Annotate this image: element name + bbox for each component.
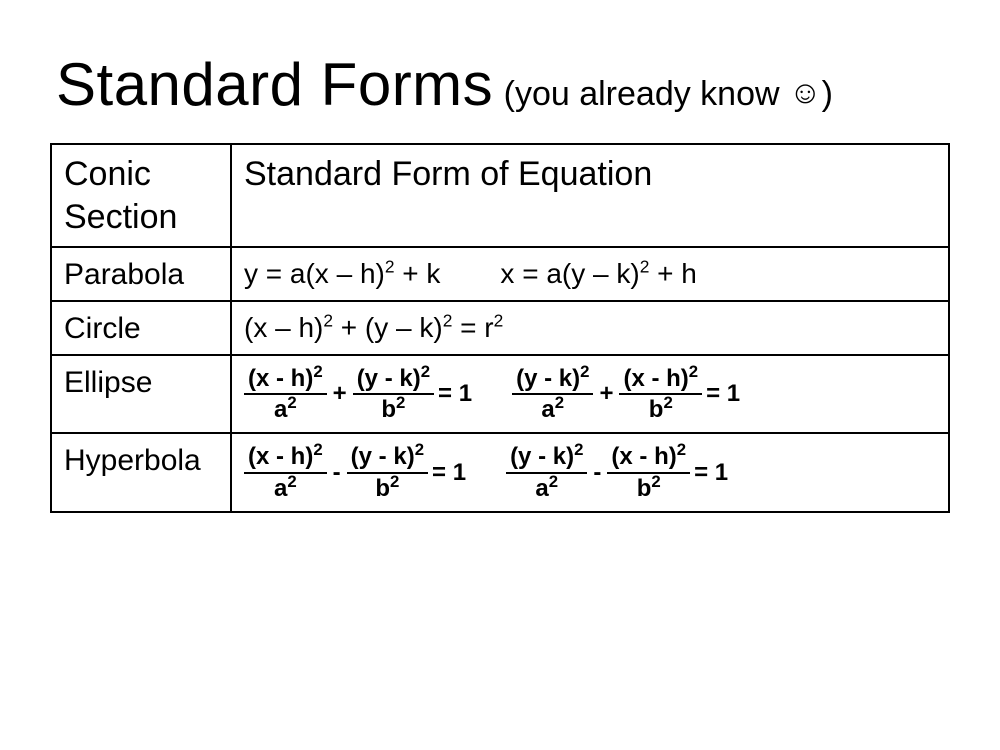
- slide-title: Standard Forms (you already know ☺): [56, 50, 950, 119]
- cell-circle-name: Circle: [51, 301, 231, 355]
- slide: Standard Forms (you already know ☺) Coni…: [0, 0, 1000, 750]
- ellipse-eq-2: (y - k)2 a2 + (x - h)2 b2 = 1: [512, 366, 740, 422]
- row-ellipse: Ellipse (x - h)2 a2 + (y - k)2 b2 = 1: [51, 355, 949, 433]
- parabola-eq-2: x = a(y – k)2 + h: [500, 258, 696, 290]
- cell-hyperbola-name: Hyperbola: [51, 433, 231, 511]
- row-hyperbola: Hyperbola (x - h)2 a2 - (y - k)2 b2 = 1: [51, 433, 949, 511]
- title-main: Standard Forms: [56, 51, 493, 118]
- fraction: (y - k)2 a2: [512, 366, 593, 422]
- fraction: (x - h)2 a2: [244, 444, 327, 500]
- row-circle: Circle (x – h)2 + (y – k)2 = r2: [51, 301, 949, 355]
- fraction: (y - k)2 b2: [347, 444, 428, 500]
- circle-eq: (x – h)2 + (y – k)2 = r2: [244, 312, 503, 343]
- header-conic-section: Conic Section: [51, 144, 231, 247]
- hyperbola-eq-2: (y - k)2 a2 - (x - h)2 b2 = 1: [506, 444, 728, 500]
- cell-ellipse-eq: (x - h)2 a2 + (y - k)2 b2 = 1 (y - k)2: [231, 355, 949, 433]
- cell-circle-eq: (x – h)2 + (y – k)2 = r2: [231, 301, 949, 355]
- title-sub: (you already know ☺): [504, 75, 833, 113]
- header-standard-form: Standard Form of Equation: [231, 144, 949, 247]
- fraction: (x - h)2 b2: [607, 444, 690, 500]
- title-sub-suffix: ): [822, 75, 833, 113]
- ellipse-eq-1: (x - h)2 a2 + (y - k)2 b2 = 1: [244, 366, 472, 422]
- cell-hyperbola-eq: (x - h)2 a2 - (y - k)2 b2 = 1 (y - k)2: [231, 433, 949, 511]
- fraction: (y - k)2 b2: [353, 366, 434, 422]
- fraction: (y - k)2 a2: [506, 444, 587, 500]
- table-header-row: Conic Section Standard Form of Equation: [51, 144, 949, 247]
- cell-ellipse-name: Ellipse: [51, 355, 231, 433]
- conics-table: Conic Section Standard Form of Equation …: [50, 143, 950, 513]
- title-sub-prefix: (you already know: [504, 75, 789, 113]
- parabola-eq-1: y = a(x – h)2 + k: [244, 258, 440, 290]
- hyperbola-eq-1: (x - h)2 a2 - (y - k)2 b2 = 1: [244, 444, 466, 500]
- cell-parabola-name: Parabola: [51, 247, 231, 301]
- cell-parabola-eq: y = a(x – h)2 + k x = a(y – k)2 + h: [231, 247, 949, 301]
- fraction: (x - h)2 a2: [244, 366, 327, 422]
- row-parabola: Parabola y = a(x – h)2 + k x = a(y – k)2…: [51, 247, 949, 301]
- fraction: (x - h)2 b2: [619, 366, 702, 422]
- smiley-icon: ☺: [789, 74, 822, 111]
